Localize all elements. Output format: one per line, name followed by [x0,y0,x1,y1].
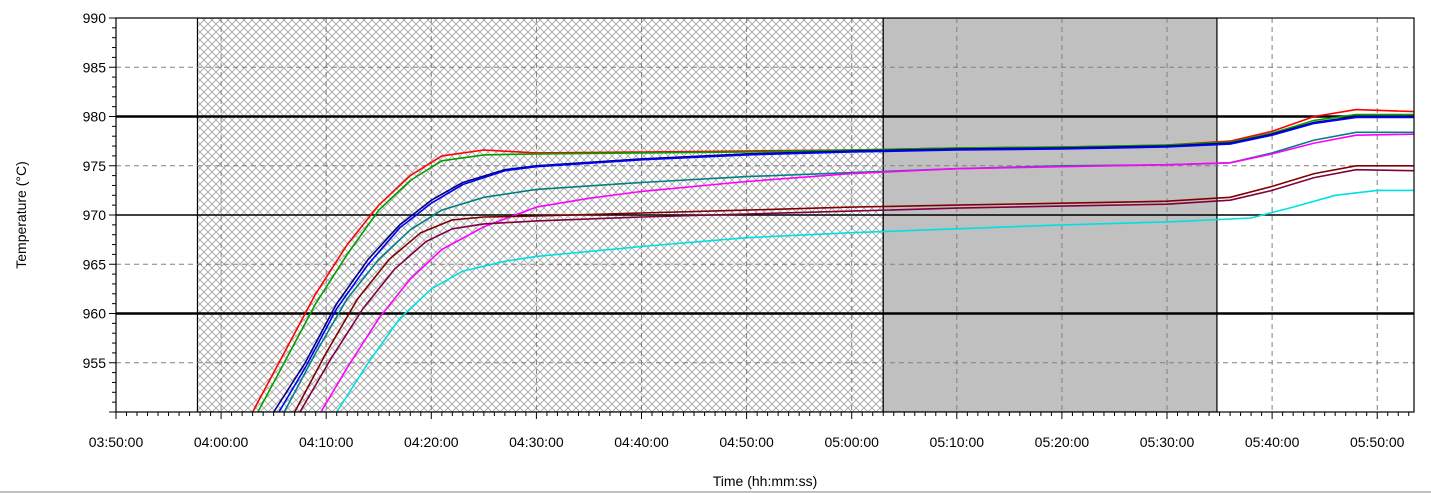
y-tick-label: 960 [83,306,107,322]
x-tick-label: 05:10:00 [930,434,985,450]
y-tick-label: 990 [83,10,107,26]
y-tick-label: 970 [83,207,107,223]
series-line [336,189,1414,412]
x-tick-label: 05:50:00 [1350,434,1405,450]
series-line [257,113,1414,412]
x-tick-label: 05:40:00 [1245,434,1300,450]
x-tick-label: 04:00:00 [194,434,249,450]
y-tick-label: 955 [83,355,107,371]
y-tick-label: 985 [83,59,107,75]
x-tick-label: 03:50:00 [89,434,144,450]
series-line [278,116,1414,412]
series-line [293,165,1414,412]
x-tick-label: 04:20:00 [404,434,459,450]
series-line [299,168,1414,412]
y-tick-label: 965 [83,256,107,272]
x-tick-label: 05:20:00 [1035,434,1090,450]
series-line [251,108,1414,412]
x-tick-label: 04:10:00 [299,434,354,450]
series-line [273,115,1414,412]
y-tick-label: 980 [83,109,107,125]
x-tick-label: 04:50:00 [719,434,774,450]
y-tick-label: 975 [83,158,107,174]
series-line [283,131,1414,412]
x-tick-label: 04:30:00 [509,434,564,450]
x-tick-label: 05:00:00 [824,434,879,450]
x-tick-label: 04:40:00 [614,434,669,450]
x-axis-title: Time (hh:mm:ss) [713,473,817,489]
x-tick-label: 05:30:00 [1140,434,1195,450]
y-axis-title: Temperature (°C) [13,161,29,269]
series-line [320,133,1414,412]
